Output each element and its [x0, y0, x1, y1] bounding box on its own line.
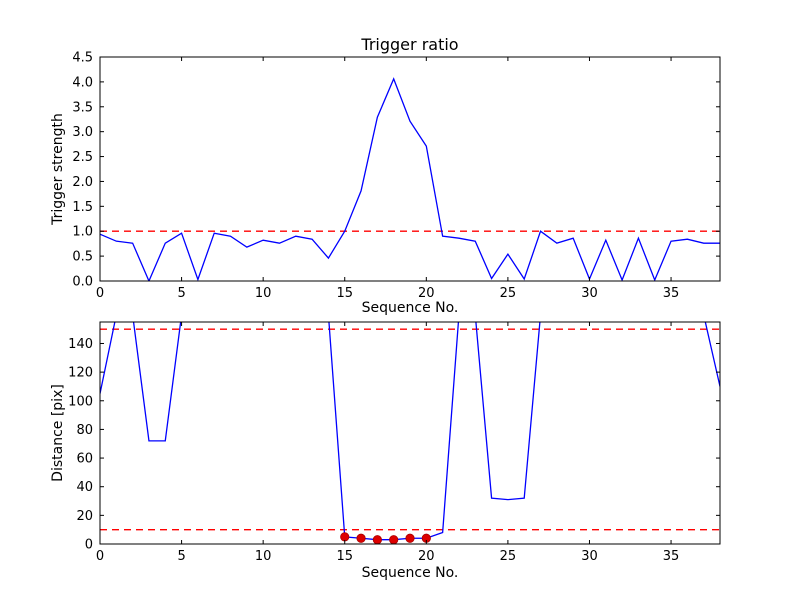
data-line — [100, 322, 720, 541]
x-tick-label: 5 — [177, 549, 185, 564]
trigger-marker — [340, 532, 350, 542]
y-tick-label: 60 — [76, 452, 93, 467]
x-tick-label: 20 — [418, 286, 435, 301]
y-tick-label: 80 — [76, 423, 93, 438]
bottom-x-axis-label: Sequence No. — [361, 565, 459, 581]
x-tick-label: 15 — [336, 549, 353, 564]
x-tick-label: 25 — [500, 286, 517, 301]
chart-title: Trigger ratio — [361, 35, 459, 54]
top-y-axis-label: Trigger strength — [50, 113, 66, 225]
y-tick-label: 1.5 — [72, 200, 93, 215]
x-tick-label: 35 — [663, 549, 680, 564]
trigger-marker — [356, 533, 366, 543]
axes-frame — [99, 56, 721, 282]
x-tick-label: 25 — [500, 549, 517, 564]
y-tick-label: 2.0 — [72, 175, 93, 190]
x-tick-label: 10 — [255, 286, 272, 301]
x-tick-label: 35 — [663, 286, 680, 301]
y-tick-label: 3.0 — [72, 125, 93, 140]
x-tick-label: 0 — [96, 286, 104, 301]
y-tick-label: 0.5 — [72, 250, 93, 265]
y-tick-label: 120 — [68, 366, 93, 381]
y-tick-label: 20 — [76, 509, 93, 524]
bottom-y-axis-label: Distance [pix] — [50, 384, 66, 482]
x-tick-label: 5 — [177, 286, 185, 301]
x-tick-label: 15 — [336, 286, 353, 301]
axes-frame — [99, 321, 721, 545]
trigger-marker — [372, 535, 382, 545]
y-tick-label: 140 — [68, 337, 93, 352]
y-tick-label: 4.5 — [72, 51, 93, 66]
x-tick-label: 0 — [96, 549, 104, 564]
subplot-1: 0 5 10 15 20 25 30 35 0.0 0.5 1.0 1.5 2.0 2.5 3.0 3.5 4.… — [72, 51, 721, 301]
x-tick-label: 10 — [255, 549, 272, 564]
y-tick-label: 2.5 — [72, 150, 93, 165]
data-line — [100, 77, 720, 281]
trigger-marker — [405, 533, 415, 543]
x-tick-label: 30 — [581, 549, 598, 564]
subplot-2: 0 5 10 15 20 25 30 35 0 20 40 60 80 100 120 140 — [68, 321, 721, 564]
x-tick-label: 30 — [581, 286, 598, 301]
y-tick-label: 40 — [76, 480, 93, 495]
y-tick-label: 3.5 — [72, 100, 93, 115]
top-x-axis-label: Sequence No. — [361, 300, 459, 316]
y-tick-label: 100 — [68, 394, 93, 409]
trigger-marker — [389, 535, 399, 545]
x-tick-label: 20 — [418, 549, 435, 564]
y-tick-label: 0 — [85, 538, 93, 553]
y-tick-label: 0.0 — [72, 275, 93, 290]
y-tick-label: 1.0 — [72, 225, 93, 240]
y-tick-label: 4.0 — [72, 75, 93, 90]
